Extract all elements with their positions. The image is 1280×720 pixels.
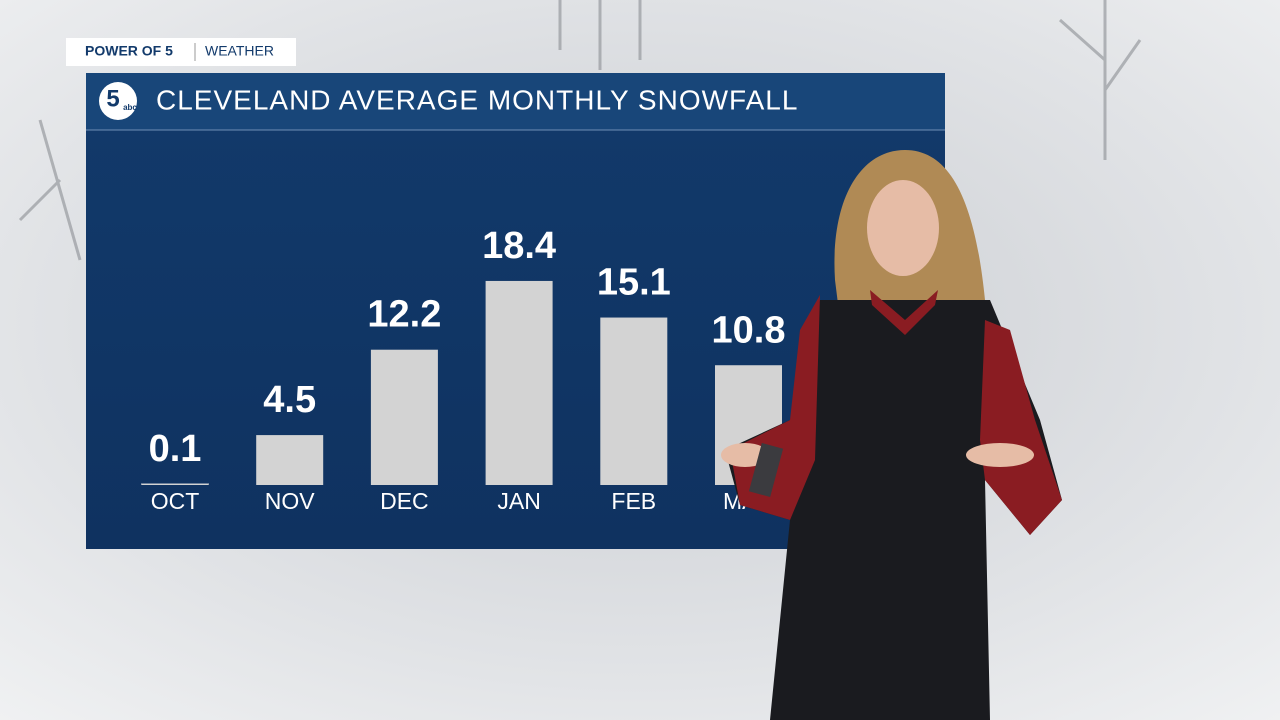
value-label: 0.1 (149, 428, 202, 470)
bar (370, 349, 438, 485)
bar (141, 483, 209, 485)
trees (18, 0, 1142, 261)
x-tick-label: JAN (497, 488, 540, 514)
value-label: 12.2 (367, 294, 441, 336)
logo-circle (99, 82, 137, 120)
x-tick-label: FEB (611, 488, 656, 514)
header-tag (66, 38, 296, 66)
title-bar (86, 73, 945, 130)
x-tick-label: DEC (380, 488, 429, 514)
value-label: 4.5 (263, 379, 316, 421)
bar (485, 280, 553, 485)
chart-title: CLEVELAND AVERAGE MONTHLY SNOWFALL (156, 84, 798, 115)
bar (256, 435, 324, 485)
presenter (721, 150, 1062, 720)
bar (600, 317, 668, 485)
value-label: 15.1 (597, 262, 671, 304)
value-label: 10.8 (712, 309, 786, 351)
brand: POWER OF 5 (85, 43, 173, 59)
logo-network: abc (123, 103, 137, 112)
value-label: 18.4 (482, 225, 556, 267)
x-tick-label: NOV (265, 488, 316, 514)
logo-number: 5 (106, 85, 119, 112)
section: WEATHER (205, 43, 274, 59)
x-tick-label: OCT (151, 488, 200, 514)
